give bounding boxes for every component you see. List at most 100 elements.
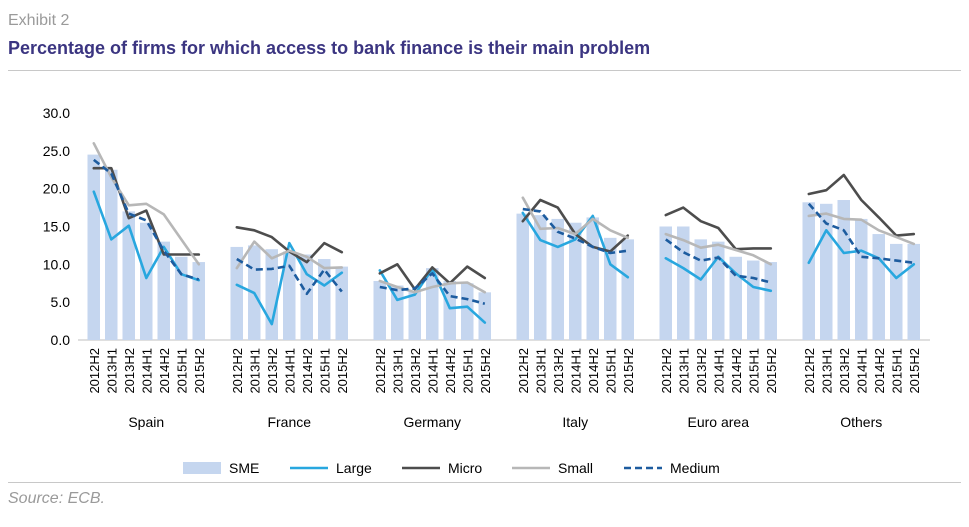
sme-bar: [890, 243, 903, 340]
small-line: [521, 196, 630, 240]
y-tick-label: 5.0: [51, 294, 71, 310]
x-tick-label: 2015H2: [478, 348, 493, 394]
sme-bar: [157, 241, 170, 340]
micro-line: [92, 166, 201, 256]
y-tick-label: 30.0: [43, 105, 70, 121]
x-tick-label: 2013H2: [837, 348, 852, 394]
sme-bar: [569, 222, 582, 340]
sme-bar: [764, 262, 777, 340]
sme-bar: [907, 243, 920, 340]
x-tick-label: 2015H1: [317, 348, 332, 394]
x-tick-label: 2013H1: [819, 348, 834, 394]
x-tick-label: 2014H1: [139, 348, 154, 394]
y-axis-ticks: 0.0 5.0 10.0 15.0 20.0 25.0 30.0: [43, 105, 930, 348]
sme-bar: [855, 218, 868, 340]
sme-bar: [694, 239, 707, 340]
chart-legend: SME Large Micro Small Medium: [183, 460, 720, 476]
group-label: France: [267, 414, 311, 430]
x-tick-label: 2013H2: [694, 348, 709, 394]
x-tick-label: 2015H1: [460, 348, 475, 394]
x-tick-label: 2015H1: [889, 348, 904, 394]
sme-bar: [122, 211, 135, 340]
legend-label-large: Large: [336, 460, 372, 476]
x-tick-label: 2015H2: [621, 348, 636, 394]
medium-line: [93, 158, 200, 281]
x-tick-label: 2012H2: [659, 348, 674, 394]
x-tick-label: 2014H1: [854, 348, 869, 394]
sme-bar: [802, 202, 815, 340]
sme-bar: [516, 213, 529, 340]
sme-bar: [140, 222, 153, 340]
y-tick-label: 20.0: [43, 181, 70, 197]
x-tick-label: 2015H1: [746, 348, 761, 394]
exhibit-label: Exhibit 2: [8, 12, 70, 29]
micro-line: [807, 173, 916, 237]
x-tick-label: 2014H2: [443, 348, 458, 394]
large-line: [807, 229, 916, 280]
medium-line: [665, 238, 772, 284]
sme-bar: [175, 256, 188, 340]
group-label: Euro area: [688, 414, 750, 430]
sme-bar: [747, 260, 760, 340]
sme-bar: [551, 218, 564, 340]
sme-bars: [87, 154, 920, 340]
x-tick-label: 2015H2: [907, 348, 922, 394]
x-tick-label: 2012H2: [373, 348, 388, 394]
sme-bar: [373, 280, 386, 340]
large-line: [521, 211, 630, 279]
sme-bar: [534, 215, 547, 340]
micro-line: [378, 262, 487, 291]
sme-bar: [659, 226, 672, 340]
sme-bar: [318, 259, 331, 340]
x-tick-label: 2015H2: [192, 348, 207, 394]
group-label: Germany: [403, 414, 461, 430]
small-line: [378, 279, 487, 294]
footer-divider: [8, 482, 961, 483]
x-tick-label: 2014H1: [282, 348, 297, 394]
small-line: [664, 232, 773, 266]
x-tick-label: 2015H2: [764, 348, 779, 394]
sme-bar: [105, 169, 118, 340]
x-tick-label: 2014H1: [568, 348, 583, 394]
x-tick-label: 2015H2: [335, 348, 350, 394]
x-tick-label: 2015H1: [174, 348, 189, 394]
sme-bar: [586, 217, 599, 340]
x-tick-label: 2015H1: [603, 348, 618, 394]
x-tick-label: 2014H2: [300, 348, 315, 394]
x-tick-label: 2014H2: [729, 348, 744, 394]
sme-bar: [677, 226, 690, 340]
sme-bar: [192, 262, 205, 340]
medium-line: [379, 272, 486, 305]
small-line: [807, 212, 916, 246]
x-tick-label: 2014H1: [425, 348, 440, 394]
medium-line: [236, 257, 343, 296]
sme-bar: [604, 237, 617, 340]
x-tick-label: 2012H2: [516, 348, 531, 394]
x-tick-label: 2014H1: [711, 348, 726, 394]
x-tick-label: 2014H2: [872, 348, 887, 394]
x-tick-label: 2012H2: [802, 348, 817, 394]
x-tick-label: 2013H1: [247, 348, 262, 394]
legend-label-sme: SME: [229, 460, 259, 476]
x-tick-label: 2012H2: [230, 348, 245, 394]
group-label: Spain: [128, 414, 164, 430]
sme-bar: [872, 234, 885, 340]
x-tick-label: 2013H2: [551, 348, 566, 394]
sme-bar: [230, 246, 243, 340]
sme-bar: [265, 249, 278, 340]
x-tick-label: 2014H2: [157, 348, 172, 394]
legend-label-small: Small: [558, 460, 593, 476]
x-tick-label: 2013H1: [390, 348, 405, 394]
large-line: [235, 241, 344, 326]
medium-line: [807, 202, 914, 265]
legend-swatch-sme: [183, 462, 221, 474]
x-tick-label: 2013H1: [533, 348, 548, 394]
x-tick-label: 2014H2: [586, 348, 601, 394]
x-tick-label: 2012H2: [87, 348, 102, 394]
y-tick-label: 25.0: [43, 143, 70, 159]
sme-bar: [621, 239, 634, 340]
x-tick-label: 2013H1: [676, 348, 691, 394]
sme-bar: [408, 290, 421, 340]
source-note: Source: ECB.: [8, 490, 105, 507]
